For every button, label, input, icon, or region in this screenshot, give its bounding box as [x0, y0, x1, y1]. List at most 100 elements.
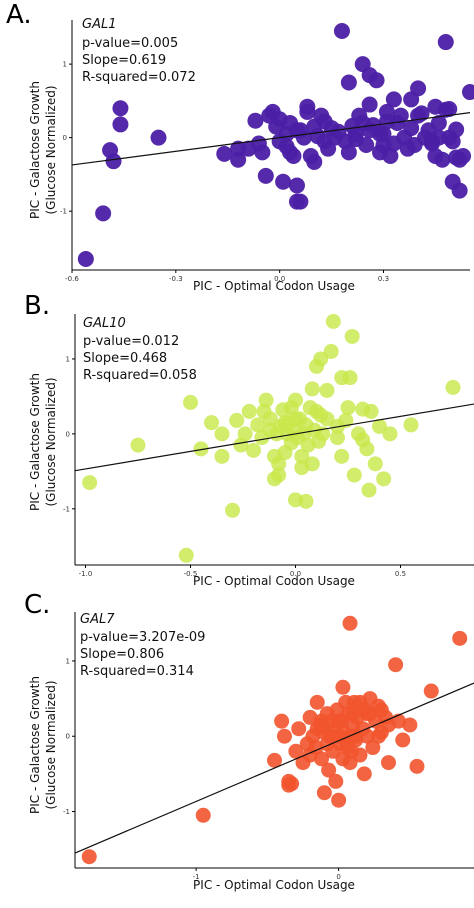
data-point [77, 250, 94, 267]
data-point [356, 766, 372, 782]
data-point [437, 34, 454, 51]
data-point [345, 706, 361, 722]
data-point [395, 732, 411, 748]
stat-rsquared-c: R-squared=0.314 [80, 664, 194, 679]
stat-pvalue-a: p-value=0.005 [82, 36, 178, 51]
data-point [281, 777, 297, 793]
data-point [373, 702, 389, 718]
data-point [451, 182, 468, 199]
data-point [178, 547, 194, 563]
data-point [347, 131, 364, 148]
data-point [233, 437, 249, 453]
data-point [274, 713, 290, 729]
data-point [314, 751, 330, 767]
data-point [359, 728, 375, 744]
y-tick-label: 1 [66, 355, 70, 363]
data-point [256, 403, 272, 419]
y-tick-label: -1 [63, 505, 70, 513]
gene-name-b: GAL10 [83, 316, 126, 331]
data-point [105, 153, 122, 170]
stat-slope-a: Slope=0.619 [82, 53, 166, 68]
data-point [304, 381, 320, 397]
data-point [294, 448, 310, 464]
data-point [258, 392, 274, 408]
x-tick-label: -0.3 [169, 275, 183, 283]
data-point [367, 456, 383, 472]
data-point [267, 752, 282, 768]
data-point [423, 683, 439, 699]
y-tick-label: 0 [66, 430, 70, 438]
panel-label-b: B. [24, 291, 50, 321]
data-point [225, 502, 240, 518]
data-point [316, 113, 333, 130]
x-tick-label: -1.0 [79, 570, 93, 578]
x-axis-title-a: PIC - Optimal Codon Usage [193, 279, 355, 293]
y-tick-label: 0 [66, 733, 70, 741]
x-tick-label: 0.3 [378, 275, 389, 283]
data-point [361, 482, 377, 498]
regression-line [74, 682, 474, 854]
data-point [271, 456, 287, 472]
panel-b: B. -1 0 1 -1.0 -0.5 0.0 0.5 GAL10 p-value=0.01… [24, 291, 474, 588]
data-point [334, 370, 350, 386]
data-point [288, 743, 304, 759]
stat-rsquared-a: R-squared=0.072 [82, 70, 196, 85]
data-point [275, 173, 292, 190]
data-point [430, 114, 447, 131]
data-point [342, 755, 358, 771]
y-tick-label: 1 [66, 657, 70, 665]
data-point [313, 351, 329, 367]
data-point [441, 100, 458, 117]
data-point [335, 679, 351, 695]
data-point [342, 615, 358, 631]
data-point [250, 417, 266, 433]
y-tick-label: -1 [63, 808, 70, 816]
data-point [282, 144, 299, 161]
data-point [319, 382, 335, 398]
panel-label-c: C. [24, 590, 50, 620]
stat-rsquared-b: R-squared=0.058 [83, 368, 197, 383]
data-point [452, 630, 468, 646]
data-point [288, 193, 305, 210]
x-tick-label: 0 [336, 873, 340, 881]
data-point [403, 91, 420, 108]
y-axis-title-a-line1: PIC - Galactose Growth [28, 81, 42, 219]
data-point [309, 403, 324, 419]
data-point [403, 120, 420, 137]
data-point [112, 116, 129, 133]
data-point [385, 91, 402, 108]
data-point [276, 728, 292, 744]
data-point [427, 98, 444, 115]
data-point [392, 107, 409, 124]
data-point [261, 107, 278, 124]
data-point [294, 460, 310, 476]
data-point [371, 728, 387, 744]
data-point [288, 411, 303, 427]
data-point [388, 657, 404, 673]
x-tick-label: -0.5 [184, 570, 198, 578]
data-point [354, 114, 371, 131]
stat-slope-b: Slope=0.468 [83, 351, 167, 366]
data-point [193, 441, 209, 457]
data-point [340, 74, 357, 91]
data-point [330, 430, 345, 446]
data-point [321, 762, 337, 778]
data-point [338, 412, 354, 428]
data-point [237, 426, 253, 442]
data-point [331, 713, 347, 729]
data-point [314, 713, 330, 729]
data-point [340, 144, 357, 161]
y-axis-title-b-line1: PIC - Galactose Growth [28, 373, 42, 511]
x-tick-label: -0.6 [65, 275, 79, 283]
y-axis-title-c-line2: (Glucose Normalized) [44, 680, 58, 809]
data-point [382, 148, 399, 165]
data-point [362, 706, 378, 722]
data-point [365, 740, 381, 756]
y-tick-label: 0 [63, 134, 67, 142]
data-point [291, 721, 307, 737]
plot-area-a: -1 0 1 -0.6 -0.3 0.0 0.3 [60, 20, 474, 283]
data-point [413, 105, 430, 122]
x-axis-title-c: PIC - Optimal Codon Usage [193, 878, 355, 892]
data-point [445, 379, 461, 395]
data-point [333, 23, 350, 40]
